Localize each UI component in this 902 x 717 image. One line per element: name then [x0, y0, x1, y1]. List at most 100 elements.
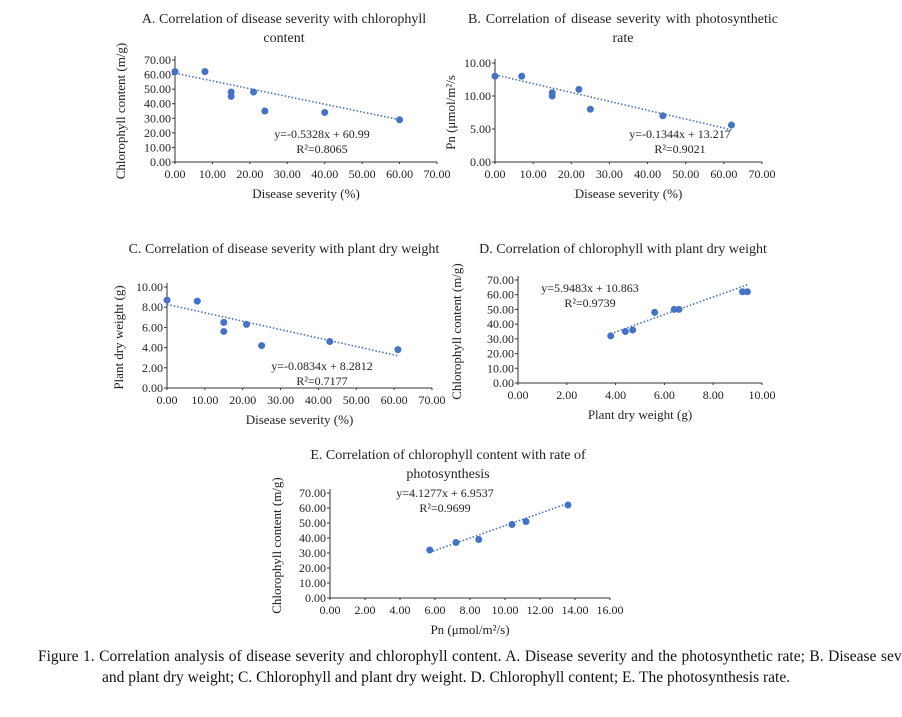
- point: [171, 68, 179, 76]
- y-tick-label: 0.00: [150, 155, 171, 169]
- x-axis-label: Disease severity (%): [575, 186, 683, 201]
- point: [491, 72, 499, 80]
- trend-equation: y=-0.0834x + 8.2812: [271, 359, 373, 373]
- trend-equation: y=4.1277x + 6.9537: [396, 486, 494, 500]
- y-tick-label: 70.00: [487, 273, 514, 287]
- y-axis-label: Pn (μmol/m²/s: [443, 75, 458, 150]
- x-tick-label: 30.00: [274, 167, 301, 181]
- y-tick-label: 0.00: [470, 155, 491, 169]
- point: [670, 305, 678, 313]
- y-tick-label: 20.00: [487, 347, 514, 361]
- x-tick-label: 14.00: [562, 603, 589, 617]
- x-tick-label: 0.00: [508, 388, 529, 402]
- point: [394, 346, 402, 354]
- y-tick-label: 0.00: [305, 591, 326, 605]
- x-tick-label: 4.00: [390, 603, 411, 617]
- y-tick-label: 8.00: [142, 300, 163, 314]
- point: [522, 518, 530, 525]
- y-axis-label: Chlorophyll content (m/g): [449, 263, 464, 399]
- point: [651, 308, 659, 316]
- x-tick-label: 40.00: [311, 167, 338, 181]
- x-tick-label: 10.00: [749, 388, 776, 402]
- point: [220, 327, 228, 335]
- y-axis-label: Plant dry weight (g): [111, 285, 126, 389]
- x-tick-label: 12.00: [527, 603, 554, 617]
- y-tick-label: 70.00: [144, 53, 171, 67]
- x-tick-label: 30.00: [596, 167, 623, 181]
- y-tick-label: 70.00: [299, 486, 326, 500]
- trendline: [174, 72, 400, 121]
- y-tick-label: 10.00: [464, 89, 491, 103]
- x-tick-label: 50.00: [672, 167, 699, 181]
- y-tick-label: 60.00: [487, 288, 514, 302]
- x-tick-label: 4.00: [605, 388, 626, 402]
- point: [227, 92, 235, 100]
- x-tick-label: 0.00: [320, 603, 341, 617]
- point: [326, 338, 334, 346]
- y-tick-label: 20.00: [144, 126, 171, 140]
- y-tick-label: 4.00: [142, 341, 163, 355]
- x-tick-label: 50.00: [349, 167, 376, 181]
- x-tick-label: 6.00: [654, 388, 675, 402]
- r-squared: R²=0.9739: [564, 296, 615, 310]
- x-tick-label: 40.00: [305, 393, 332, 407]
- point: [396, 116, 404, 124]
- x-tick-label: 0.00: [157, 393, 178, 407]
- point: [518, 72, 526, 80]
- x-tick-label: 10.00: [191, 393, 218, 407]
- x-tick-label: 30.00: [267, 393, 294, 407]
- point: [243, 320, 250, 328]
- point: [201, 68, 209, 76]
- chart-title: A. Correlation of disease severity with …: [141, 12, 427, 46]
- y-tick-label: 30.00: [144, 111, 171, 125]
- x-tick-label: 10.00: [199, 167, 226, 181]
- x-tick-label: 10.00: [520, 167, 547, 181]
- point: [743, 288, 751, 296]
- point: [607, 332, 615, 340]
- x-tick-label: 60.00: [710, 167, 737, 181]
- y-tick-label: 40.00: [299, 531, 326, 545]
- x-tick-label: 20.00: [558, 167, 585, 181]
- y-tick-label: 5.00: [470, 122, 491, 136]
- point: [258, 342, 266, 350]
- r-squared: R²=0.9021: [654, 142, 705, 156]
- y-tick-label: 50.00: [299, 516, 326, 530]
- point: [426, 546, 434, 554]
- trendline: [494, 73, 732, 131]
- y-tick-label: 20.00: [299, 561, 326, 575]
- y-tick-label: 40.00: [487, 317, 514, 331]
- y-tick-label: 10.00: [144, 140, 171, 154]
- y-tick-label: 6.00: [142, 320, 163, 334]
- x-tick-label: 70.00: [419, 393, 446, 407]
- x-tick-label: 10.00: [492, 603, 519, 617]
- point: [586, 105, 594, 113]
- figure-caption: Figure 1. Correlation analysis of diseas…: [38, 648, 902, 686]
- y-tick-label: 50.00: [487, 302, 514, 316]
- point: [220, 318, 228, 326]
- point: [163, 296, 171, 304]
- y-tick-label: 0.00: [493, 376, 514, 390]
- chart-title: C. Correlation of disease severity with …: [128, 242, 440, 257]
- y-tick-label: 40.00: [144, 97, 171, 111]
- point: [564, 501, 572, 509]
- x-tick-label: 60.00: [386, 167, 413, 181]
- y-tick-label: 10.00: [299, 576, 326, 590]
- x-tick-label: 2.00: [355, 603, 376, 617]
- point: [452, 539, 460, 546]
- y-axis-label: Chlorophyll content (m/g): [269, 477, 284, 613]
- point: [727, 121, 735, 129]
- point: [250, 88, 258, 96]
- x-tick-label: 20.00: [229, 393, 256, 407]
- point: [629, 326, 637, 334]
- y-axis-label: Chlorophyll content (m/g): [113, 43, 128, 179]
- trend-equation: y=5.9483x + 10.863: [541, 281, 639, 295]
- x-tick-label: 70.00: [749, 167, 776, 181]
- point: [508, 521, 516, 528]
- y-tick-label: 10.00: [136, 280, 163, 294]
- x-tick-label: 40.00: [634, 167, 661, 181]
- r-squared: R²=0.8065: [296, 142, 347, 156]
- point: [321, 108, 329, 116]
- y-tick-label: 60.00: [144, 68, 171, 82]
- x-tick-label: 20.00: [236, 167, 263, 181]
